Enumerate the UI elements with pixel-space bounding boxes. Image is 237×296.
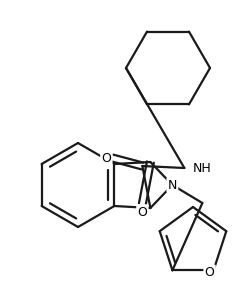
Text: NH: NH: [192, 162, 211, 175]
Text: O: O: [137, 205, 147, 218]
Text: O: O: [205, 266, 214, 279]
Text: O: O: [101, 152, 111, 165]
Text: N: N: [168, 178, 177, 192]
